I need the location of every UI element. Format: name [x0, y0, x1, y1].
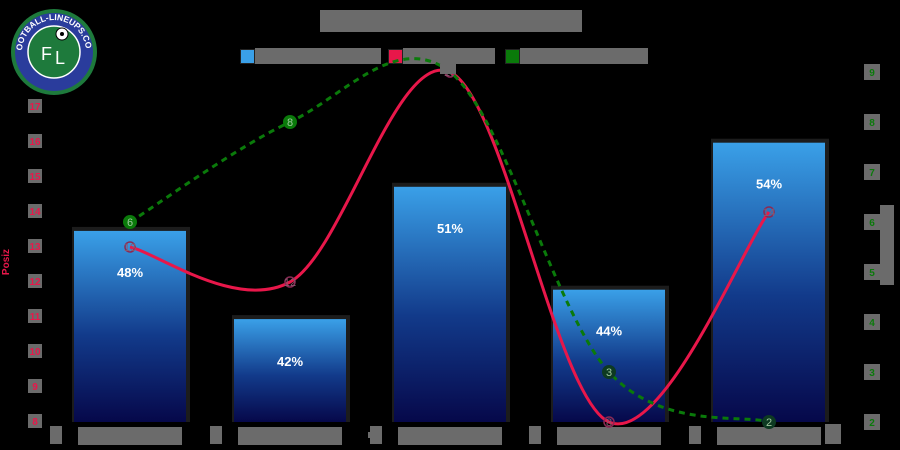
- svg-text:L: L: [55, 48, 65, 68]
- green-line-series: 6 8 3 2: [123, 57, 776, 429]
- right-axis-label: [880, 205, 894, 285]
- green-point-label: 3: [606, 367, 612, 379]
- x-tick-label: [717, 427, 821, 445]
- bar-value-label: 44%: [596, 324, 622, 339]
- red-point-label: 12: [284, 277, 296, 289]
- left-tick: 17: [29, 102, 41, 113]
- right-tick: 2: [869, 418, 875, 429]
- left-axis: 17 16 15 14 13 12 11 10 9 8: [28, 99, 42, 428]
- right-tick: 5: [869, 268, 875, 279]
- green-point-label: 6: [127, 217, 133, 229]
- red-point[interactable]: [763, 206, 775, 218]
- svg-text:F: F: [41, 44, 52, 64]
- left-tick: 13: [29, 242, 41, 253]
- right-tick: 3: [869, 368, 875, 379]
- bar-value-label: 54%: [756, 177, 782, 192]
- tick-bg: [28, 379, 42, 393]
- tick-bg: [864, 364, 880, 380]
- left-tick: 10: [29, 347, 41, 358]
- left-tick: 9: [32, 382, 38, 393]
- red-point-label: 14: [763, 207, 775, 219]
- legend-item-green-line[interactable]: [505, 47, 648, 65]
- left-tick: 14: [29, 207, 41, 218]
- tick-bg: [864, 264, 880, 280]
- tick-bg: [864, 114, 880, 130]
- bar-value-label: 51%: [437, 221, 463, 236]
- green-point[interactable]: [602, 365, 616, 379]
- bar[interactable]: [394, 186, 506, 422]
- tick-bg: [28, 274, 42, 288]
- right-tick: 7: [869, 168, 875, 179]
- x-axis-labels: [50, 424, 841, 445]
- tick-bg: [864, 314, 880, 330]
- red-point-label: 8: [606, 417, 612, 429]
- green-point[interactable]: [123, 215, 137, 229]
- red-point[interactable]: [124, 241, 136, 253]
- x-tick-label: [78, 427, 182, 445]
- right-tick: 8: [869, 118, 875, 129]
- legend-swatch-red: [388, 48, 403, 64]
- green-point[interactable]: [283, 115, 297, 129]
- tick-bg: [28, 239, 42, 253]
- peak-label: [440, 64, 456, 74]
- legend-swatch-green: [505, 48, 520, 64]
- tick-bg: [864, 214, 880, 230]
- legend-label: [255, 48, 381, 64]
- right-tick: 9: [869, 68, 875, 79]
- legend-swatch-blue: [240, 48, 255, 64]
- tick-bg: [28, 99, 42, 113]
- tick-bg: [28, 204, 42, 218]
- football-lineups-logo: FOOTBALL-LINEUPS.COM F L: [10, 8, 97, 95]
- left-axis-label: Posiz: [1, 249, 12, 275]
- tick-bg: [864, 164, 880, 180]
- x-tick-label: [238, 427, 342, 445]
- tick-bg: [28, 344, 42, 358]
- tick-bg: [28, 169, 42, 183]
- legend-label: [520, 48, 648, 64]
- bar-value-label: 48%: [117, 265, 143, 280]
- tick-bg: [28, 309, 42, 323]
- chart-title: [320, 10, 582, 32]
- red-point[interactable]: [603, 416, 615, 428]
- green-point-label: 8: [287, 117, 293, 129]
- red-point[interactable]: [284, 276, 296, 288]
- right-tick: 4: [869, 318, 875, 329]
- green-point[interactable]: [762, 415, 776, 429]
- left-tick: 12: [29, 277, 41, 288]
- bar-value-label: 42%: [277, 354, 303, 369]
- tick-bg: [28, 134, 42, 148]
- right-tick: 6: [869, 218, 875, 229]
- tick-bg: [28, 414, 42, 428]
- x-tick-label: [557, 427, 661, 445]
- tick-bg: [864, 414, 880, 430]
- left-tick: 15: [29, 172, 41, 183]
- left-tick: 8: [32, 417, 38, 428]
- bar[interactable]: [74, 230, 186, 422]
- bars: 48% 42% 51% 44% 54%: [72, 138, 829, 422]
- left-tick: 11: [30, 312, 41, 323]
- legend-item-bars[interactable]: [240, 47, 381, 65]
- x-tick-label: [398, 427, 502, 445]
- tick-bg: [864, 64, 880, 80]
- red-point-label: 13: [124, 242, 136, 254]
- green-point-label: 2: [766, 417, 772, 429]
- bar[interactable]: [234, 319, 346, 422]
- left-tick: 16: [29, 137, 41, 148]
- green-line[interactable]: [129, 57, 770, 424]
- right-axis: 9 8 7 6 5 4 3 2: [864, 64, 880, 430]
